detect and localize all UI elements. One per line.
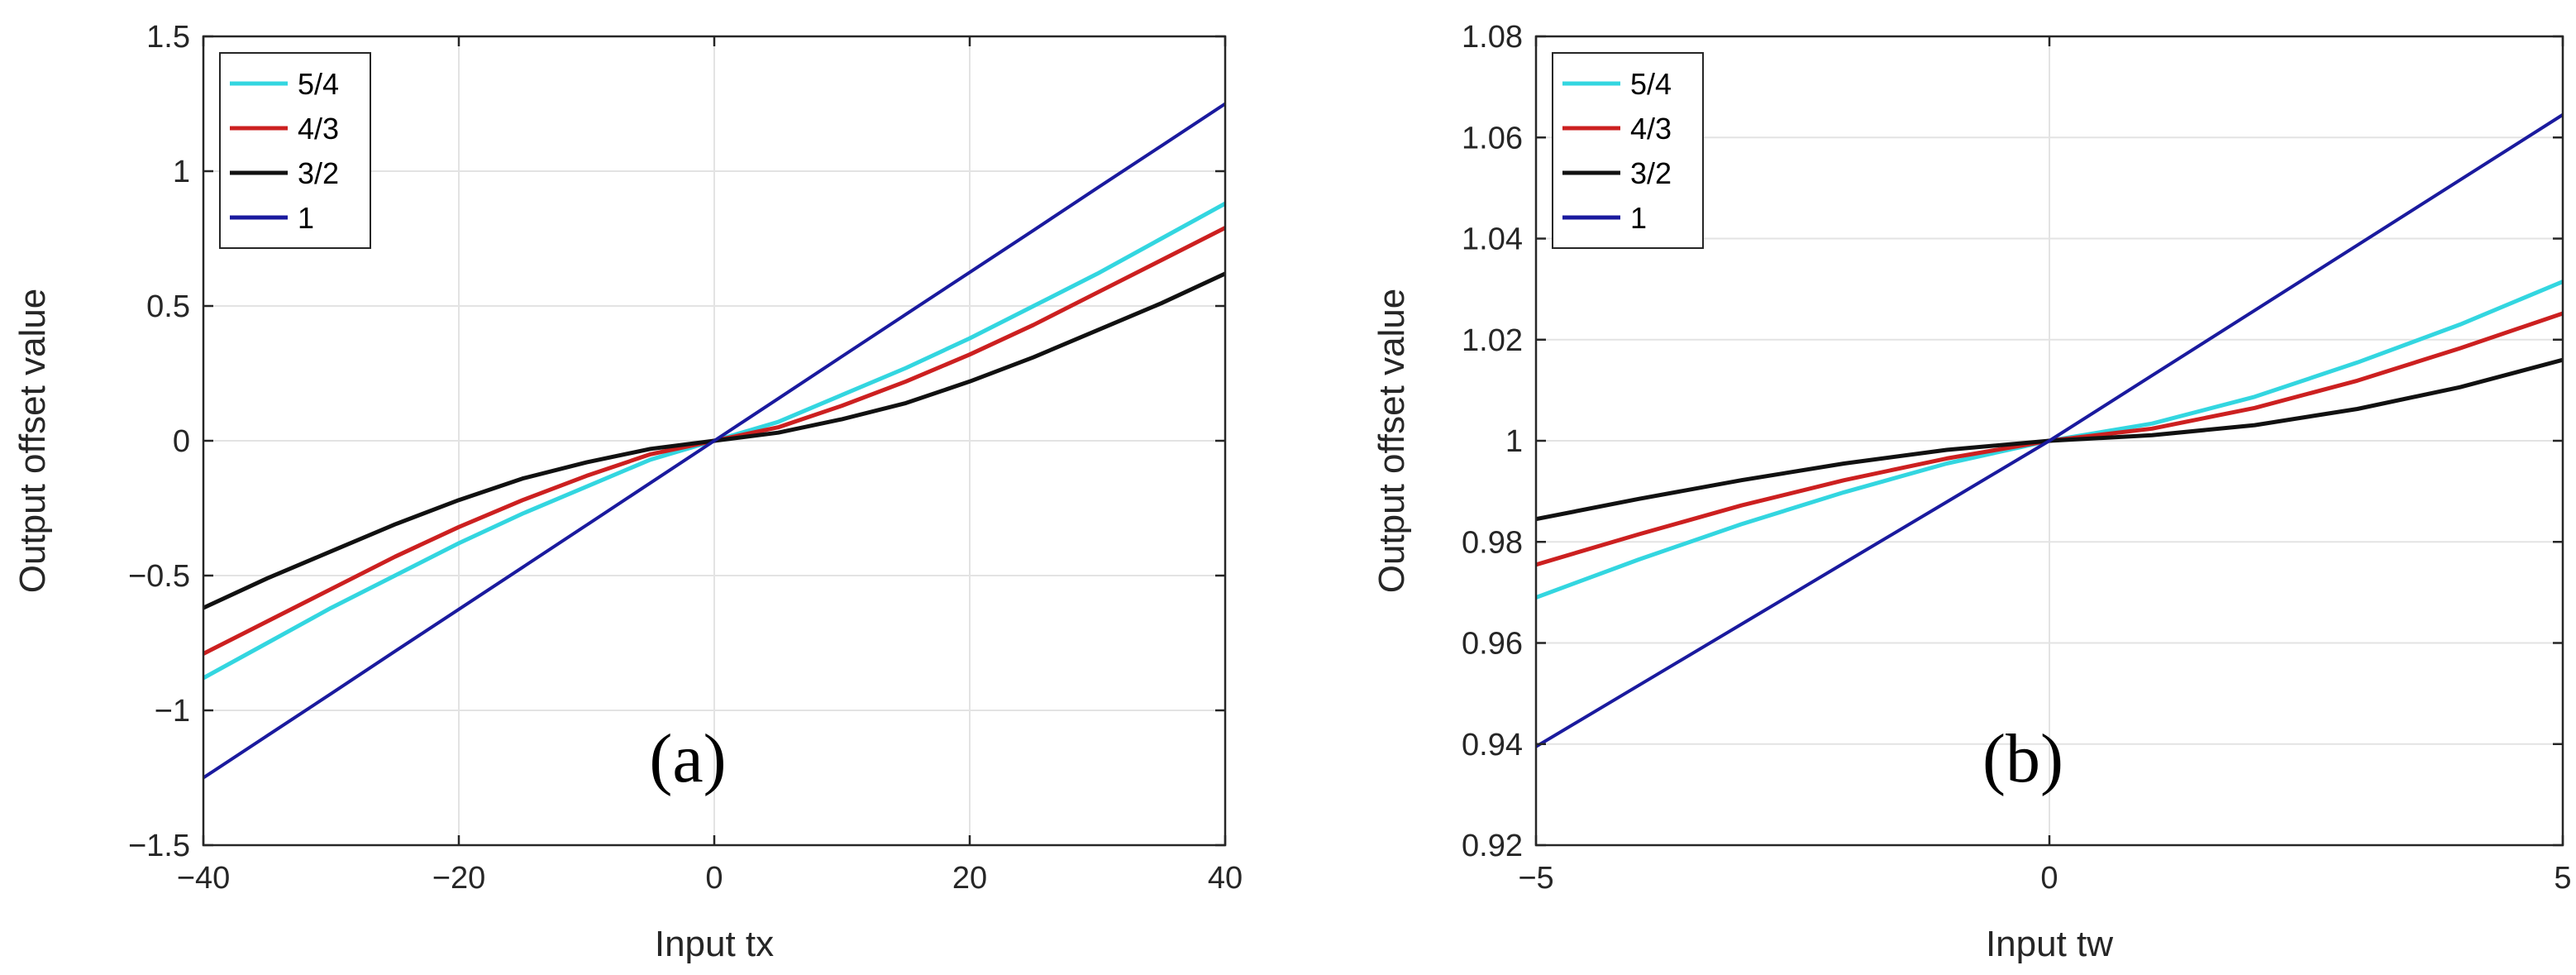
x-tick-label: −5: [1518, 861, 1553, 896]
x-tick-label: 0: [2040, 861, 2058, 896]
y-tick-label: −1: [155, 694, 190, 729]
y-tick-label: 0.92: [1462, 829, 1523, 863]
y-tick-label: 1: [173, 155, 190, 189]
y-tick-label: 1: [1505, 424, 1523, 459]
legend: 5/4 4/3 3/2 1: [219, 52, 371, 249]
x-axis-title: Input tx: [655, 924, 774, 964]
legend-item-3-2: 3/2: [1562, 156, 1672, 190]
legend: 5/4 4/3 3/2 1: [1552, 52, 1704, 249]
legend-item-3-2: 3/2: [230, 156, 339, 190]
x-tick-label: −20: [432, 861, 485, 896]
legend-label: 4/3: [298, 112, 339, 146]
y-tick-label: 1.5: [146, 20, 190, 55]
legend-item-1: 1: [230, 201, 314, 235]
x-tick-label: 5: [2554, 861, 2571, 896]
y-tick-label: 0: [173, 424, 190, 459]
x-tick-label: 0: [705, 861, 723, 896]
y-tick-label: −0.5: [128, 559, 190, 594]
y-tick-label: 1.08: [1462, 20, 1523, 55]
x-axis-title: Input tw: [1986, 924, 2113, 964]
legend-item-5-4: 5/4: [230, 67, 339, 101]
x-tick-label: 40: [1208, 861, 1243, 896]
y-axis-title: Output offset value: [1371, 289, 1412, 594]
legend-label: 3/2: [1630, 156, 1672, 190]
y-tick-label: −1.5: [128, 829, 190, 863]
chart-panel-a: −40 −20 0 20 40 −1.5 −1 −0.5 0 0.5 1 1.5 Input tx Out…: [12, 20, 1243, 964]
legend-label: 1: [1630, 201, 1647, 235]
y-tick-label: 0.98: [1462, 525, 1523, 560]
legend-item-4-3: 4/3: [1562, 112, 1672, 146]
legend-label: 5/4: [298, 67, 339, 101]
legend-item-5-4: 5/4: [1562, 67, 1672, 101]
y-tick-label: 0.94: [1462, 728, 1523, 762]
y-tick-label: 0.5: [146, 289, 190, 324]
series-line-1: [1536, 112, 2563, 748]
y-tick-label: 1.04: [1462, 222, 1523, 257]
legend-label: 3/2: [298, 156, 339, 190]
y-tick-label: 1.02: [1462, 323, 1523, 358]
legend-item-1: 1: [1562, 201, 1647, 235]
y-axis-title: Output offset value: [12, 289, 53, 594]
series-line-1: [203, 102, 1225, 780]
panel-label-a: (a): [649, 720, 726, 797]
legend-label: 1: [298, 201, 314, 235]
panel-label-b: (b): [1982, 720, 2063, 797]
chart-panel-b: −5 0 5 0.92 0.94 0.96 0.98 1 1.02 1.04 1.06 1.08 Inp…: [1371, 20, 2572, 964]
y-tick-label: 0.96: [1462, 627, 1523, 662]
x-tick-label: −40: [177, 861, 230, 896]
legend-label: 5/4: [1630, 67, 1672, 101]
legend-label: 4/3: [1630, 112, 1672, 146]
x-tick-label: 20: [952, 861, 987, 896]
legend-item-4-3: 4/3: [230, 112, 339, 146]
y-tick-label: 1.06: [1462, 121, 1523, 155]
